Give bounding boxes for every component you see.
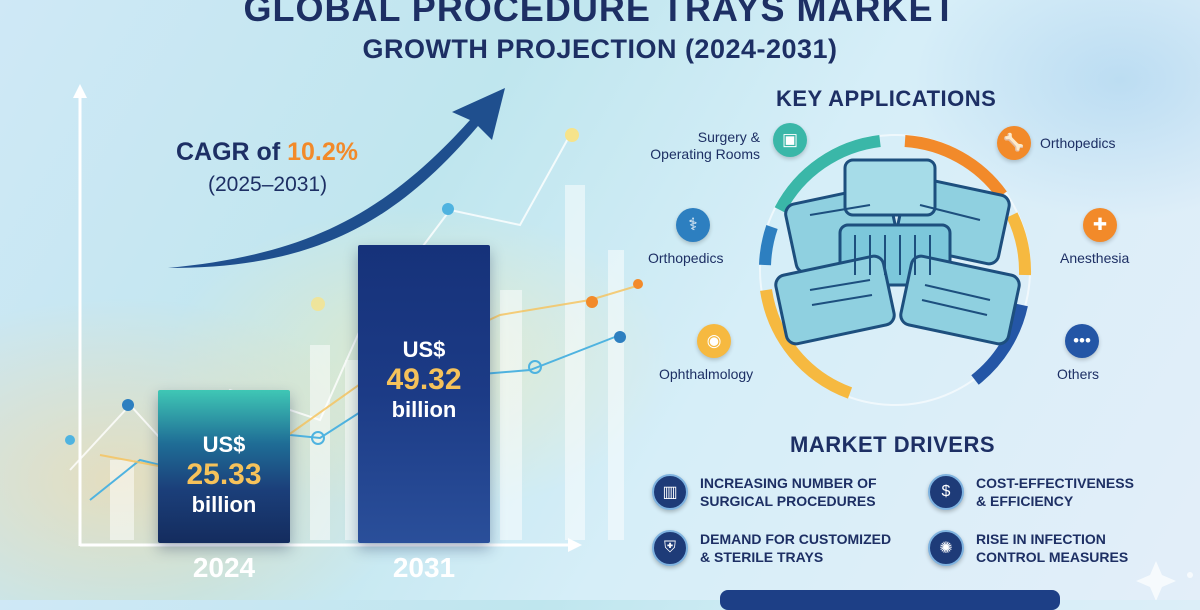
driver-customized-trays: ⛨ DEMAND FOR CUSTOMIZED & STERILE TRAYS [652,530,891,566]
dumbbell-icon: ⚕ [676,208,710,242]
driver-infection-control: ✺ RISE IN INFECTION CONTROL MEASURES [928,530,1128,566]
application-orthopedics-1: Orthopedics [1040,135,1115,152]
driver-infection-control-label: RISE IN INFECTION CONTROL MEASURES [976,530,1128,566]
bar-2031-unit: billion [358,397,490,423]
application-orthopedics-2: Orthopedics [648,250,723,267]
driver-cost-effectiveness: $ COST-EFFECTIVENESS & EFFICIENCY [928,474,1134,510]
market-drivers-title: MARKET DRIVERS [790,432,995,458]
application-anesthesia: Anesthesia [1060,250,1129,267]
bar-2024-label: US$ 25.33 billion [158,432,290,518]
x-tick-2031: 2031 [354,552,494,584]
bar-2031-value: 49.32 [358,363,490,397]
virus-icon: ✺ [928,530,964,566]
bar-2024-unit: billion [158,492,290,518]
applications-ring [740,115,1050,425]
bar-2031: US$ 49.32 billion [358,245,490,543]
cagr-period: (2025–2031) [208,173,358,197]
bar-2024: US$ 25.33 billion [158,390,290,543]
bar-2024-currency: US$ [158,432,290,458]
driver-customized-trays-label: DEMAND FOR CUSTOMIZED & STERILE TRAYS [700,530,891,566]
dots-icon: ••• [1065,324,1099,358]
bone-icon: 🦴 [997,126,1031,160]
application-surgery: Surgery & Operating Rooms [630,129,760,163]
tray-icon: ▣ [773,123,807,157]
driver-surgical-procedures: ▥ INCREASING NUMBER OF SURGICAL PROCEDUR… [652,474,877,510]
bar-2031-label: US$ 49.32 billion [358,337,490,423]
money-hand-icon: $ [928,474,964,510]
cagr-prefix: CAGR of [176,138,280,166]
cagr-callout: CAGR of 10.2% (2025–2031) [176,138,358,197]
driver-surgical-procedures-label: INCREASING NUMBER OF SURGICAL PROCEDURES [700,474,877,510]
x-tick-2024: 2024 [154,552,294,584]
shield-icon: ⛨ [652,530,688,566]
procedure-trays-illustration [774,160,1021,346]
cagr-headline: CAGR of 10.2% [176,138,358,167]
bar-2031-currency: US$ [358,337,490,363]
application-ophthalmology: Ophthalmology [659,366,753,383]
bottle-icon: ✚ [1083,208,1117,242]
bar-2024-value: 25.33 [158,458,290,492]
bottom-banner [720,590,1060,610]
eye-icon: ◉ [697,324,731,358]
bar-chart-icon: ▥ [652,474,688,510]
application-others: Others [1057,366,1099,383]
driver-cost-effectiveness-label: COST-EFFECTIVENESS & EFFICIENCY [976,474,1134,510]
cagr-value: 10.2% [287,138,358,166]
key-applications-title: KEY APPLICATIONS [776,86,996,112]
